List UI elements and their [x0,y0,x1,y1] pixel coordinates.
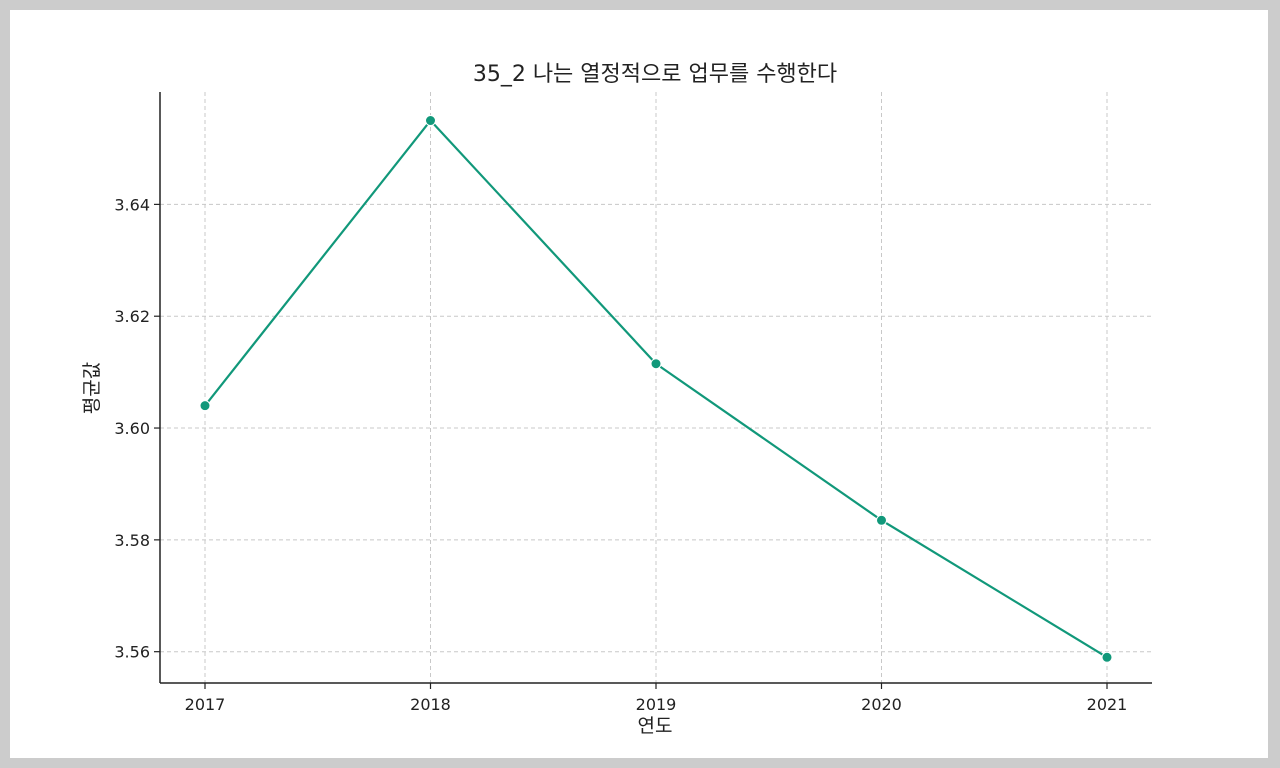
y-axis-label: 평균값 [81,362,103,414]
y-tick-label: 3.60 [114,419,150,438]
data-point [650,358,662,370]
data-point [876,514,887,526]
line-chart: 2017 2018 2019 2020 2021 3.56 3.58 3.60 3.62 3.64… [81,62,1152,737]
data-point [425,115,436,127]
x-tick-label: 2019 [636,695,677,714]
x-tick-label: 2017 [185,695,226,714]
chart-frame: 2017 2018 2019 2020 2021 3.56 3.58 3.60 3.62 3.64… [10,10,1268,758]
tick-labels: 2017 2018 2019 2020 2021 3.56 3.58 3.60 3.62 3.64 [114,195,1127,714]
tick-marks [154,203,1108,689]
x-axis-label: 연도 [638,715,673,737]
y-tick-label: 3.62 [114,307,150,326]
series-group [199,115,1113,663]
data-point [199,400,211,412]
chart-title: 35_2 나는 열정적으로 업무를 수행한다 [473,62,837,87]
x-tick-label: 2020 [861,695,902,714]
data-point [1101,651,1113,663]
grid-lines [160,92,1152,683]
x-tick-label: 2021 [1087,695,1128,714]
y-tick-label: 3.64 [114,195,150,214]
y-tick-label: 3.58 [114,531,150,550]
x-tick-label: 2018 [410,695,451,714]
y-tick-label: 3.56 [114,643,150,662]
